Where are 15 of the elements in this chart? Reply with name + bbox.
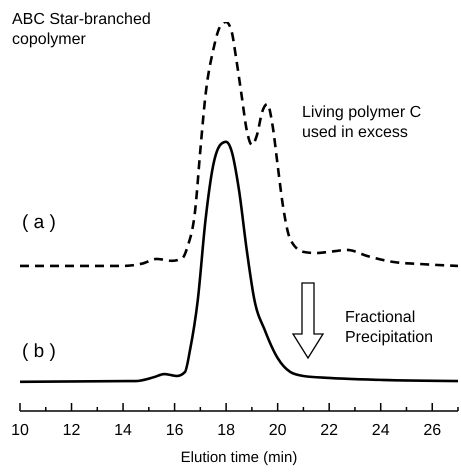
x-tick-label: 22 — [320, 422, 338, 439]
x-tick-label: 12 — [62, 422, 81, 439]
annotation: ABC Star-branched copolymer — [12, 10, 152, 50]
x-tick-label: 20 — [268, 422, 287, 439]
series-label: ( b ) — [22, 341, 56, 363]
annotation: Living polymer C used in excess — [302, 103, 422, 143]
x-tick-label: 14 — [114, 422, 132, 439]
x-axis-title: Elution time (min) — [180, 449, 298, 466]
series-label: ( a ) — [22, 212, 56, 234]
x-tick-label: 26 — [423, 422, 442, 439]
x-tick-label: 16 — [166, 422, 184, 439]
x-tick-label: 24 — [372, 422, 390, 439]
x-tick-label: 18 — [217, 422, 236, 439]
annotation: Fractional Precipitation — [345, 308, 434, 348]
x-tick-label: 10 — [11, 422, 29, 439]
